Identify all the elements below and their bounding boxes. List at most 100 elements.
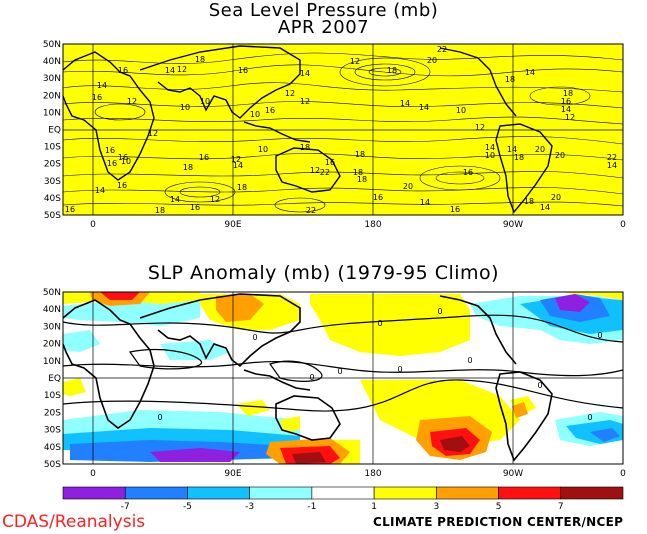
colorbar-swatch bbox=[187, 486, 250, 500]
lon-tick-label: 0 bbox=[620, 469, 626, 479]
top-panel-title: Sea Level Pressure (mb) bbox=[208, 0, 439, 21]
isobar-label: 18 bbox=[353, 168, 363, 177]
anomaly-contour-label: 0 bbox=[157, 413, 162, 422]
lon-tick-label: 0 bbox=[90, 469, 96, 479]
anomaly-contour-label: 0 bbox=[337, 367, 342, 376]
colorbar-swatch bbox=[62, 486, 126, 500]
lat-tick-label: 40S bbox=[44, 194, 61, 204]
colorbar-tick-label: -1 bbox=[307, 502, 316, 512]
isobar-label: 16 bbox=[105, 146, 115, 155]
isobar-label: 18 bbox=[524, 197, 534, 206]
anomaly-map-frame bbox=[62, 291, 624, 465]
colorbar-swatch bbox=[249, 486, 313, 500]
colorbar-swatch bbox=[373, 486, 437, 500]
colorbar-tick-label: -7 bbox=[121, 502, 130, 512]
isobar-label: 14 bbox=[485, 143, 495, 152]
colorbar-tick-label: 3 bbox=[433, 502, 439, 512]
colorbar-swatch bbox=[436, 486, 499, 500]
australia-outline bbox=[275, 147, 341, 193]
isobar-label: 16 bbox=[238, 66, 248, 75]
lon-tick-label: 90W bbox=[503, 220, 523, 230]
anomaly-contour-label: 0 bbox=[309, 373, 314, 382]
lat-tick-label: 10N bbox=[43, 357, 61, 367]
isobar-label: 18 bbox=[505, 75, 515, 84]
isobar-label: 12 bbox=[127, 97, 137, 106]
anomaly-contour-label: 0 bbox=[597, 331, 602, 340]
isobar-label: 18 bbox=[355, 150, 365, 159]
africa-europe-outline bbox=[62, 51, 155, 181]
slp-map-lon-labels: 0 90E 180 90W 0 bbox=[90, 220, 626, 230]
lon-tick-label: 0 bbox=[90, 220, 96, 230]
anomaly-filled-regions bbox=[63, 292, 623, 464]
isobar-label: 16 bbox=[118, 66, 128, 75]
anomaly-contour-label: 0 bbox=[467, 356, 472, 365]
coastlines bbox=[62, 45, 553, 214]
isobar-label: 14 bbox=[507, 145, 517, 154]
lat-tick-label: 30S bbox=[44, 177, 61, 187]
isobar-label: 14 bbox=[170, 195, 180, 204]
isobar-label: 12 bbox=[231, 155, 241, 164]
isobar-label: 12 bbox=[350, 57, 360, 66]
bottom-panel-title: SLP Anomaly (mb) (1979-95 Climo) bbox=[147, 262, 500, 284]
isobar-label: 16 bbox=[373, 193, 383, 202]
isobar-label: 20 bbox=[535, 145, 545, 154]
colorbar-tick-label: -3 bbox=[245, 502, 254, 512]
anomaly-zero-contours bbox=[62, 314, 624, 412]
colorbar-tick-label: 5 bbox=[496, 502, 502, 512]
isobar-label: 18 bbox=[563, 89, 573, 98]
isobar-label: 14 bbox=[165, 66, 175, 75]
anomaly-map-lat-labels: 50N 40N 30N 20N 10N EQ 10S 20S 30S 40S 50S bbox=[43, 288, 61, 470]
asia-outline bbox=[139, 45, 301, 119]
anomaly-contour-label: 0 bbox=[377, 319, 382, 328]
isobar-label: 16 bbox=[190, 203, 200, 212]
lat-tick-label: 30N bbox=[43, 322, 61, 332]
lat-tick-label: 50N bbox=[43, 288, 61, 298]
isobar-label: 12 bbox=[177, 65, 187, 74]
anomaly-contour-label: 0 bbox=[252, 333, 257, 342]
anomaly-contour-label: 0 bbox=[587, 413, 592, 422]
isobar-label: 18 bbox=[155, 206, 165, 215]
isobar-label: 16 bbox=[65, 205, 75, 214]
isobar-label: 12 bbox=[285, 89, 295, 98]
anomaly-contour-label: 0 bbox=[397, 365, 402, 374]
anomaly-contour-labels: 0 0 0 0 0 0 0 0 0 0 0 bbox=[157, 307, 602, 422]
lon-tick-label: 90E bbox=[224, 220, 241, 230]
colorbar-tick-label: 1 bbox=[371, 502, 377, 512]
isobar-label: 14 bbox=[233, 161, 243, 170]
isobar-label: 16 bbox=[463, 168, 473, 177]
isobar-label: 18 bbox=[514, 153, 524, 162]
lat-tick-label: 20N bbox=[43, 340, 61, 350]
isobar-label: 16 bbox=[117, 181, 127, 190]
colorbar-tick-label: -5 bbox=[183, 502, 192, 512]
anomaly-contour-label: 0 bbox=[537, 381, 542, 390]
isobar-label: 14 bbox=[420, 198, 430, 207]
isobar-label: 14 bbox=[540, 203, 550, 212]
isobar-label: 14 bbox=[525, 68, 535, 77]
isobar-label: 20 bbox=[403, 182, 413, 191]
isobar-label: 18 bbox=[357, 175, 367, 184]
isobar-label: 20 bbox=[555, 151, 565, 160]
isobar-label: 16 bbox=[107, 159, 117, 168]
isobar-label: 20 bbox=[427, 56, 437, 65]
slp-map-gridlines bbox=[63, 44, 623, 215]
isobar-label: 14 bbox=[95, 186, 105, 195]
lat-tick-label: 30S bbox=[44, 426, 61, 436]
lon-tick-label: 180 bbox=[364, 220, 381, 230]
isobars bbox=[62, 52, 624, 213]
anomaly-map-lon-labels: 0 90E 180 90W 0 bbox=[90, 469, 626, 479]
isobar-label: 22 bbox=[437, 45, 447, 54]
isobar-label: 14 bbox=[561, 105, 571, 114]
isobar-label: 18 bbox=[300, 143, 310, 152]
isobar-label: 16 bbox=[325, 158, 335, 167]
slp-map-lat-labels: 50N 40N 30N 20N 10N EQ 10S 20S 30S 40S 50S bbox=[43, 40, 61, 221]
lat-tick-label: 40N bbox=[43, 57, 61, 67]
isobar-label: 12 bbox=[300, 97, 310, 106]
south-america-outline bbox=[495, 123, 553, 214]
colorbar-tick-label: 7 bbox=[558, 502, 564, 512]
lat-tick-label: 20N bbox=[43, 91, 61, 101]
north-america-outline bbox=[439, 47, 517, 117]
isobar-label: 22 bbox=[306, 206, 316, 215]
